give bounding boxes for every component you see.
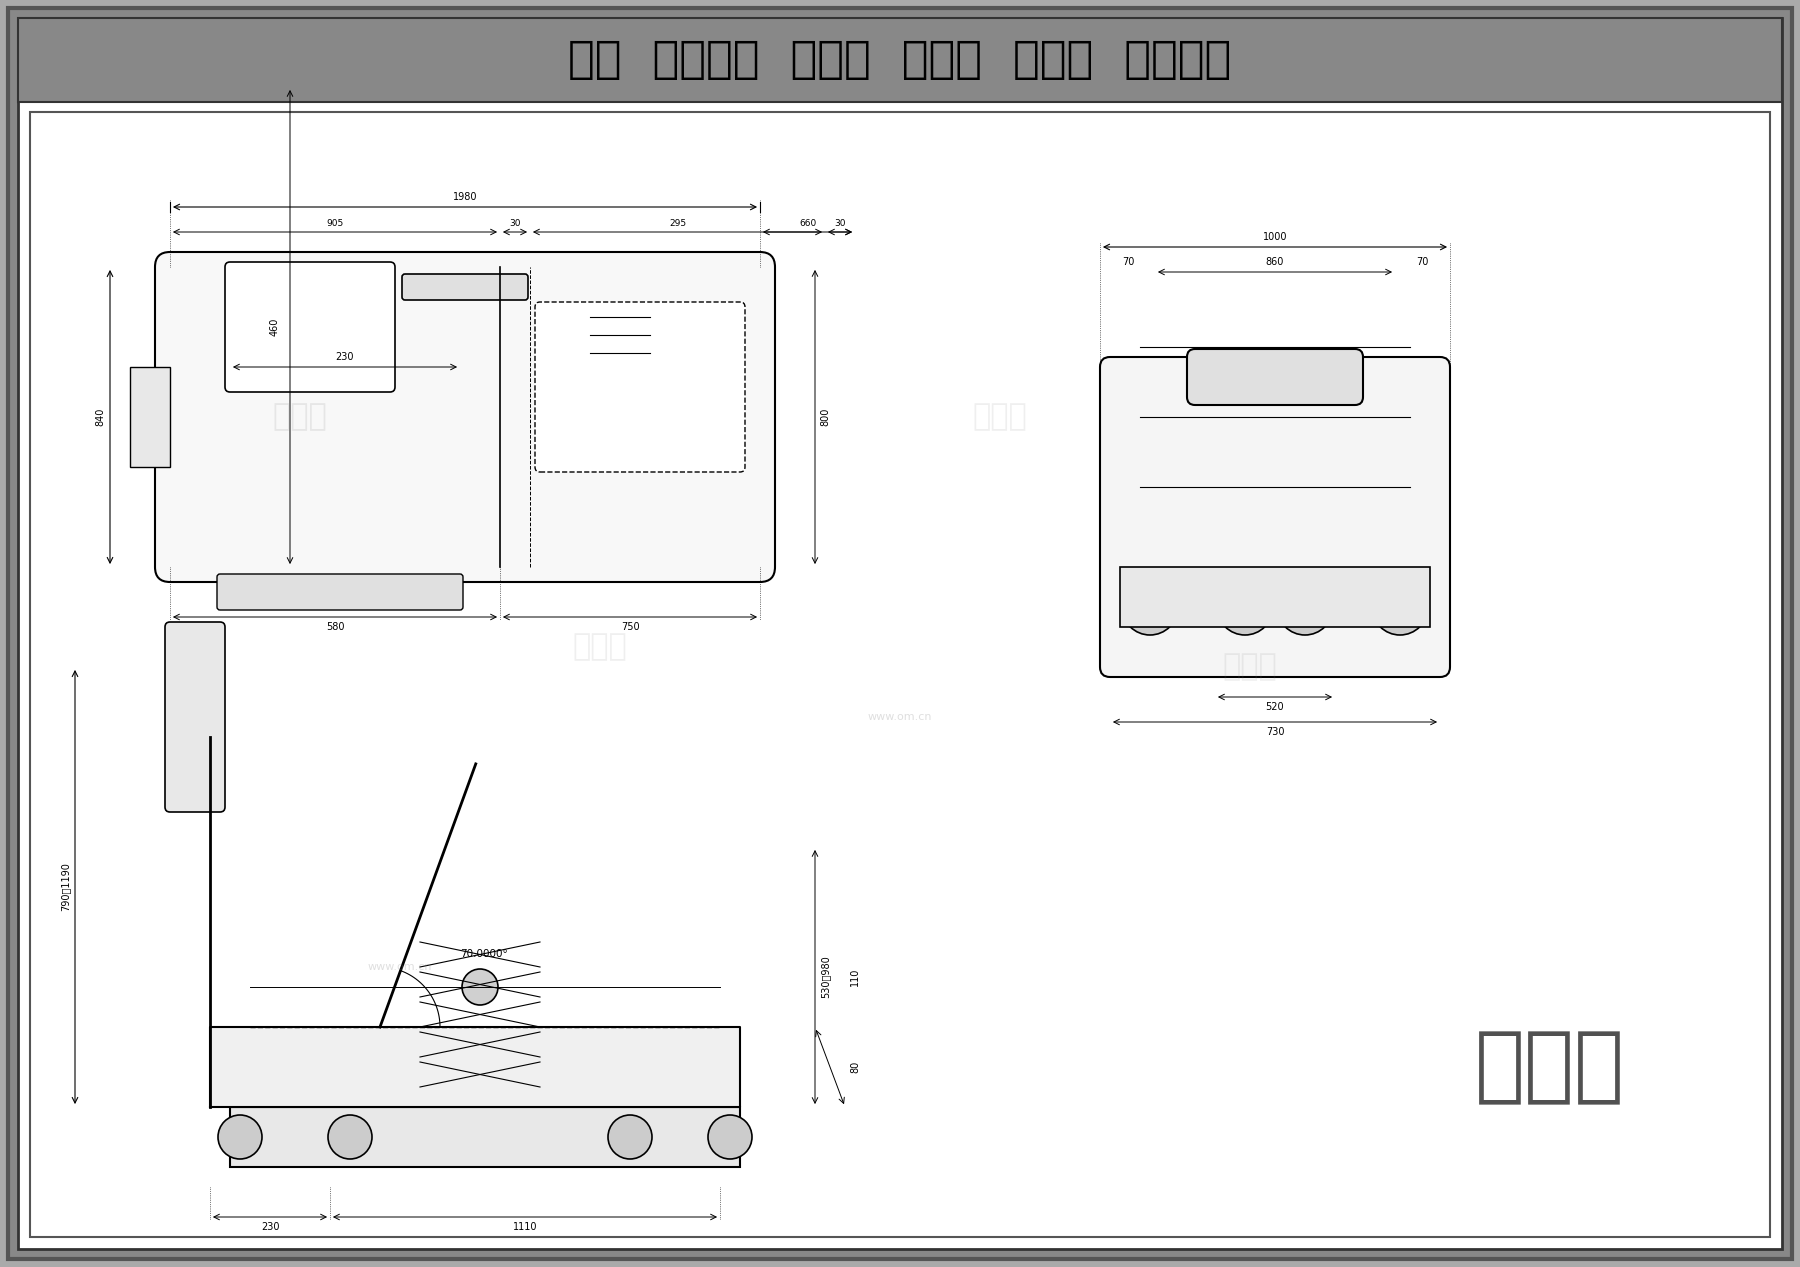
FancyBboxPatch shape bbox=[1100, 357, 1451, 677]
Text: 230: 230 bbox=[261, 1221, 279, 1232]
Circle shape bbox=[608, 1115, 652, 1159]
Text: 欧模网: 欧模网 bbox=[1222, 653, 1278, 682]
Text: 520: 520 bbox=[1265, 702, 1285, 712]
Text: 230: 230 bbox=[337, 352, 355, 362]
Text: 840: 840 bbox=[95, 408, 104, 426]
Text: 欧模网: 欧模网 bbox=[272, 403, 328, 432]
Text: 460: 460 bbox=[270, 318, 281, 336]
Text: 660: 660 bbox=[799, 219, 815, 228]
FancyBboxPatch shape bbox=[535, 302, 745, 473]
Text: 80: 80 bbox=[850, 1060, 860, 1073]
Text: 欧模网: 欧模网 bbox=[572, 632, 628, 661]
Text: 750: 750 bbox=[621, 622, 639, 632]
Text: 295: 295 bbox=[670, 219, 686, 228]
Text: www.om.cn: www.om.cn bbox=[367, 962, 432, 972]
Circle shape bbox=[463, 969, 499, 1005]
Text: 欧模网: 欧模网 bbox=[972, 403, 1028, 432]
Text: 70.0000°: 70.0000° bbox=[461, 949, 508, 959]
Polygon shape bbox=[211, 1028, 740, 1107]
Text: 病床  医疗器械  手术床  护理床  分娩床  医院器材: 病床 医疗器械 手术床 护理床 分娩床 医院器材 bbox=[569, 38, 1231, 81]
FancyBboxPatch shape bbox=[166, 622, 225, 812]
FancyBboxPatch shape bbox=[7, 8, 1793, 1259]
FancyBboxPatch shape bbox=[130, 367, 169, 468]
Text: 800: 800 bbox=[821, 408, 830, 426]
Text: 580: 580 bbox=[326, 622, 344, 632]
Text: 1110: 1110 bbox=[513, 1221, 536, 1232]
Text: 905: 905 bbox=[326, 219, 344, 228]
Bar bbox=[31, 111, 1769, 1237]
Text: 530～980: 530～980 bbox=[821, 955, 830, 998]
FancyBboxPatch shape bbox=[218, 574, 463, 609]
Text: 1980: 1980 bbox=[454, 193, 477, 201]
FancyBboxPatch shape bbox=[401, 274, 527, 300]
Circle shape bbox=[1276, 579, 1334, 635]
Circle shape bbox=[707, 1115, 752, 1159]
Text: 110: 110 bbox=[850, 968, 860, 986]
FancyBboxPatch shape bbox=[18, 18, 1782, 103]
FancyBboxPatch shape bbox=[225, 262, 394, 392]
Text: 1000: 1000 bbox=[1264, 232, 1287, 242]
Circle shape bbox=[1217, 579, 1273, 635]
FancyBboxPatch shape bbox=[230, 1107, 740, 1167]
FancyBboxPatch shape bbox=[18, 18, 1782, 1249]
Bar bbox=[1120, 568, 1429, 627]
FancyBboxPatch shape bbox=[1186, 348, 1363, 405]
Text: www.om.cn: www.om.cn bbox=[868, 712, 932, 722]
Circle shape bbox=[1121, 579, 1177, 635]
Circle shape bbox=[1372, 579, 1427, 635]
Text: 730: 730 bbox=[1265, 727, 1283, 737]
Text: 30: 30 bbox=[833, 219, 846, 228]
Text: 30: 30 bbox=[509, 219, 520, 228]
Text: 790～1190: 790～1190 bbox=[59, 863, 70, 911]
FancyBboxPatch shape bbox=[155, 252, 776, 582]
Circle shape bbox=[328, 1115, 373, 1159]
Text: 70: 70 bbox=[1417, 257, 1427, 267]
Circle shape bbox=[218, 1115, 263, 1159]
Text: 欧模网: 欧模网 bbox=[1474, 1026, 1625, 1107]
Text: 860: 860 bbox=[1265, 257, 1283, 267]
Text: 70: 70 bbox=[1121, 257, 1134, 267]
